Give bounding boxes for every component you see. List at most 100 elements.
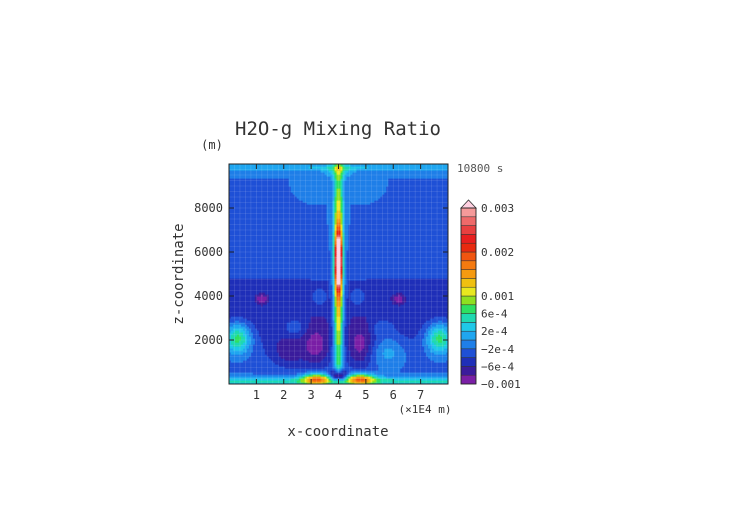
heatmap-cell	[230, 342, 234, 345]
heatmap-cell	[380, 338, 383, 341]
heatmap-cell	[350, 302, 354, 305]
heatmap-cell	[398, 372, 401, 375]
heatmap-cell	[284, 346, 288, 349]
heatmap-cell	[306, 308, 310, 311]
heatmap-cell	[234, 368, 238, 371]
heatmap-cell	[312, 318, 316, 321]
heatmap-cell	[266, 298, 270, 301]
heatmap-cell	[350, 314, 354, 317]
heatmap-cell	[266, 308, 270, 311]
heatmap-cell	[310, 370, 314, 373]
heatmap-cell	[432, 362, 435, 365]
heatmap-cell	[344, 326, 348, 329]
heatmap-cell	[270, 314, 274, 317]
heatmap-cell	[376, 350, 379, 353]
heatmap-cell	[426, 320, 429, 323]
heatmap-cell	[286, 312, 290, 315]
heatmap-cell	[256, 354, 260, 357]
heatmap-cell	[432, 348, 435, 351]
heatmap-cell	[430, 332, 433, 335]
heatmap-cell	[396, 322, 399, 325]
heatmap-cell	[380, 366, 383, 369]
heatmap-cell	[268, 338, 272, 341]
heatmap-cell	[318, 374, 322, 377]
heatmap-cell	[344, 310, 348, 313]
heatmap-cell	[248, 318, 252, 321]
heatmap-cell	[294, 380, 298, 383]
heatmap-cell	[370, 294, 373, 297]
heatmap-cell	[354, 350, 358, 353]
heatmap-cell	[292, 356, 296, 359]
heatmap-cell	[390, 324, 393, 327]
heatmap-cell	[408, 340, 411, 343]
heatmap-cell	[268, 376, 272, 379]
heatmap-cell	[428, 300, 431, 303]
heatmap-cell	[342, 378, 346, 381]
heatmap-cell	[320, 348, 324, 351]
heatmap-cell	[304, 366, 308, 369]
heatmap-cell	[350, 342, 354, 345]
heatmap-cell	[356, 350, 360, 353]
heatmap-cell	[422, 358, 425, 361]
heatmap-cell	[338, 348, 342, 351]
heatmap-cell	[388, 330, 391, 333]
heatmap-cell	[270, 328, 274, 331]
heatmap-cell	[254, 296, 258, 299]
heatmap-cell	[274, 368, 278, 371]
heatmap-cell	[428, 358, 431, 361]
heatmap-cell	[388, 318, 391, 321]
heatmap-cell	[354, 298, 358, 301]
heatmap-cell	[424, 382, 427, 384]
heatmap-cell	[410, 296, 413, 299]
heatmap-cell	[360, 332, 363, 335]
heatmap-cell	[412, 310, 415, 313]
heatmap-cell	[258, 314, 262, 317]
heatmap-cell	[234, 374, 238, 377]
heatmap-cell	[446, 380, 448, 383]
heatmap-cell	[348, 324, 352, 327]
heatmap-cell	[334, 296, 338, 299]
heatmap-cell	[232, 300, 236, 303]
heatmap-cell	[358, 310, 361, 313]
heatmap-cell	[398, 362, 401, 365]
heatmap-cell	[346, 376, 350, 379]
heatmap-cell	[328, 316, 332, 319]
heatmap-cell	[374, 310, 377, 313]
heatmap-cell	[342, 296, 346, 299]
heatmap-cell	[240, 380, 244, 383]
heatmap-cell	[356, 334, 360, 337]
heatmap-cell	[340, 348, 344, 351]
heatmap-cell	[328, 358, 332, 361]
heatmap-cell	[358, 334, 361, 337]
heatmap-cell	[408, 338, 411, 341]
heatmap-cell	[348, 314, 352, 317]
heatmap-cell	[354, 304, 358, 307]
heatmap-cell	[264, 324, 268, 327]
heatmap-cell	[324, 370, 328, 373]
heatmap-cell	[332, 368, 336, 371]
heatmap-cell	[356, 300, 360, 303]
heatmap-cell	[350, 310, 354, 313]
heatmap-cell	[426, 376, 429, 379]
heatmap-cell	[376, 300, 379, 303]
heatmap-cell	[234, 364, 238, 367]
heatmap-cell	[262, 326, 266, 329]
heatmap-cell	[282, 306, 286, 309]
heatmap-cell	[294, 374, 298, 377]
heatmap-cell	[274, 364, 278, 367]
heatmap-cell	[308, 294, 312, 297]
heatmap-cell	[304, 362, 308, 365]
heatmap-cell	[296, 294, 300, 297]
heatmap-cell	[294, 366, 298, 369]
heatmap-cell	[242, 378, 246, 381]
heatmap-cell	[430, 330, 433, 333]
heatmap-cell	[366, 324, 369, 327]
heatmap-cell	[334, 320, 338, 323]
heatmap-cell	[328, 340, 332, 343]
heatmap-cell	[242, 348, 246, 351]
heatmap-cell	[406, 364, 409, 367]
heatmap-cell	[320, 300, 324, 303]
heatmap-cell	[268, 322, 272, 325]
heatmap-cell	[272, 296, 276, 299]
heatmap-cell	[414, 372, 417, 375]
